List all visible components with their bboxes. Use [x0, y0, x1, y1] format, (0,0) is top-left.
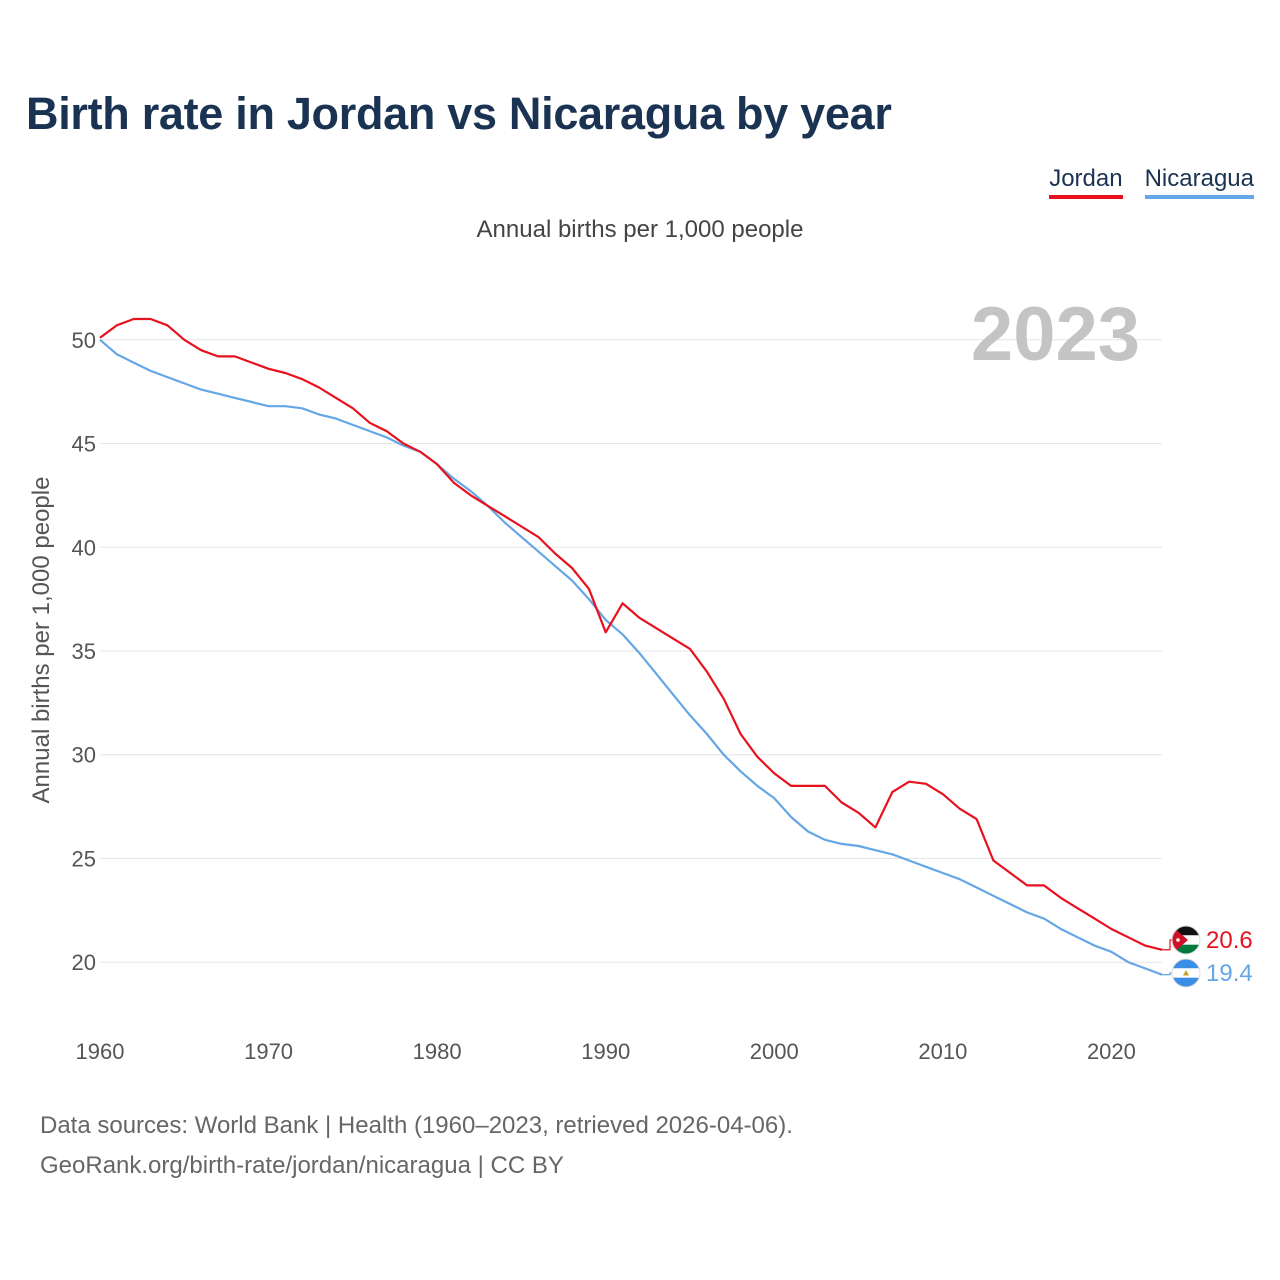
- series-line-nicaragua[interactable]: [99, 338, 1163, 976]
- end-connector: [1162, 939, 1172, 951]
- end-labels: 20.6 19.4: [1162, 925, 1253, 988]
- legend: Jordan Nicaragua: [1049, 165, 1254, 199]
- x-axis-ticks: 1960 1970 1980 1990 2000 2010 2020: [76, 1039, 1136, 1064]
- x-tick-label: 2020: [1087, 1039, 1136, 1064]
- legend-item-jordan[interactable]: Jordan: [1049, 165, 1123, 199]
- x-tick-label: 2000: [750, 1039, 799, 1064]
- y-tick-label: 45: [72, 432, 96, 457]
- end-value-label-jordan: 20.6: [1206, 927, 1253, 954]
- y-tick-label: 25: [72, 846, 96, 871]
- x-tick-label: 2010: [918, 1039, 967, 1064]
- jordan-flag-icon: [1171, 925, 1201, 955]
- series-line-jordan[interactable]: [99, 317, 1163, 951]
- nicaragua-flag-icon: [1171, 958, 1201, 988]
- y-axis-ticks: 20 25 30 35 40 45 50: [72, 328, 96, 975]
- x-tick-label: 1980: [413, 1039, 462, 1064]
- x-tick-label: 1970: [244, 1039, 293, 1064]
- chart-title: Birth rate in Jordan vs Nicaragua by yea…: [26, 88, 892, 139]
- source-line-1: Data sources: World Bank | Health (1960–…: [40, 1112, 793, 1139]
- y-tick-label: 50: [72, 328, 96, 353]
- y-tick-label: 40: [72, 535, 96, 560]
- year-watermark: 2023: [971, 292, 1140, 377]
- chart-subtitle: Annual births per 1,000 people: [476, 216, 804, 243]
- legend-item-nicaragua[interactable]: Nicaragua: [1144, 165, 1254, 199]
- y-tick-label: 20: [72, 950, 96, 975]
- source-line-2[interactable]: GeoRank.org/birth-rate/jordan/nicaragua …: [40, 1152, 564, 1179]
- y-tick-label: 30: [72, 743, 96, 768]
- end-connector: [1162, 972, 1172, 976]
- grid-lines: [100, 339, 1162, 963]
- x-tick-label: 1990: [581, 1039, 630, 1064]
- end-value-label-nicaragua: 19.4: [1206, 960, 1253, 987]
- source-note: Data sources: World Bank | Health (1960–…: [40, 1106, 793, 1186]
- series-lines: [99, 317, 1163, 976]
- y-tick-label: 35: [72, 639, 96, 664]
- x-tick-label: 1960: [76, 1039, 125, 1064]
